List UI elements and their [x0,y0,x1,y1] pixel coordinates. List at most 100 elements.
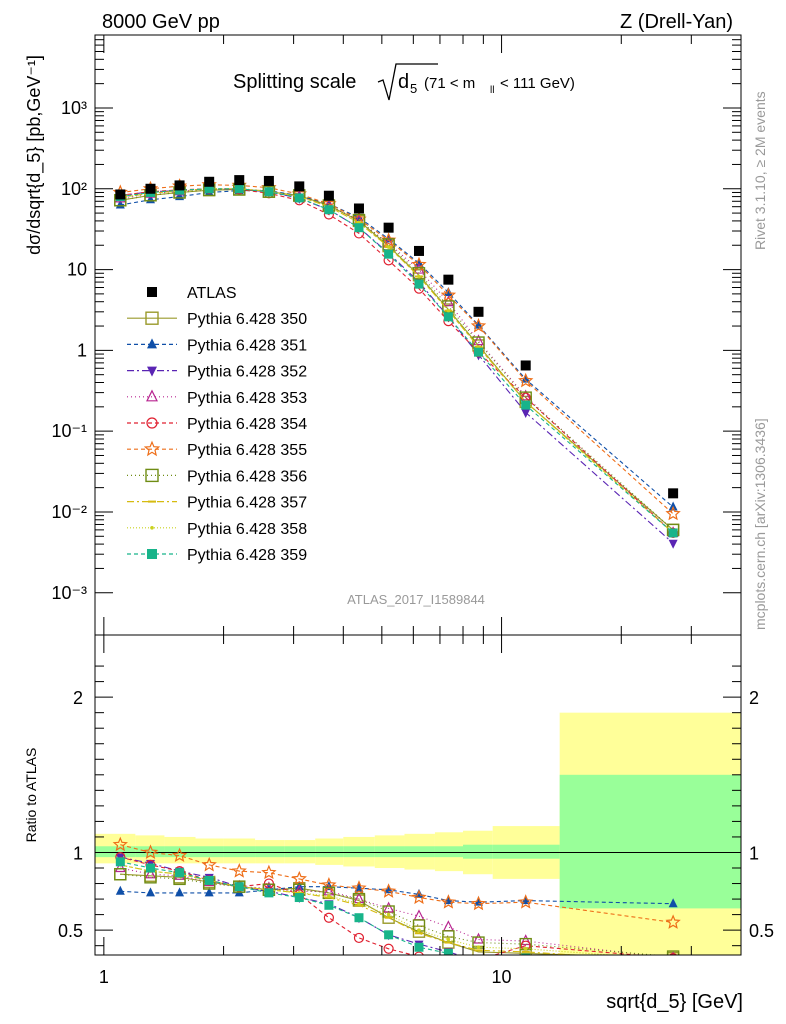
legend-item-pythia-6-428-354: Pythia 6.428 354 [127,416,307,433]
rivet-label-text: Rivet 3.1.10, ≥ 2M events [752,91,768,250]
axes-layer: 10⁻³ 10⁻² 10⁻¹ 1 10 10² 10³ 1 10 0.5 0.5 1 1 2 2 [51,35,774,987]
ratio-point [474,958,483,967]
data-point [520,360,531,371]
sqrt-variable-index: 5 [410,81,417,96]
x-tick-label: 10 [492,967,512,987]
legend-label: Pythia 6.428 353 [187,390,307,407]
ratio-point [204,875,214,885]
legend-marker [146,389,158,402]
ratio-point [354,913,364,923]
ratio-series-layer [112,836,681,971]
legend-label: Pythia 6.428 356 [187,468,307,485]
ratio-point [114,861,126,873]
ratio-y-axis-title: Ratio to ATLAS [23,748,39,843]
ratio-series-pythia-6-428-359 [115,857,531,955]
data-point [443,287,453,297]
ratio-point [523,946,528,951]
ratio-point [666,950,680,955]
legend-label: Pythia 6.428 352 [187,364,307,381]
ratio-point [412,925,426,938]
legend-item-pythia-6-428-358: Pythia 6.428 358 [127,521,307,538]
ratio-point [353,932,365,944]
ratio-point [112,836,128,852]
legend-item-pythia-6-428-352: Pythia 6.428 352 [127,364,307,381]
main-y-tick-label: 10³ [61,98,87,118]
green-band-bin [284,846,316,858]
legend-marker [145,311,159,325]
ratio-point [414,942,424,952]
ratio-point [521,950,530,953]
ratio-y-tick-label: 0.5 [58,921,83,941]
ratio-point [518,894,534,909]
ratio-point [668,898,678,908]
ratio-point [324,900,334,910]
ratio-y-tick-label-right: 2 [749,688,759,708]
ratio-point [384,930,394,940]
legend-item-pythia-6-428-359: Pythia 6.428 359 [127,547,307,564]
analysis-watermark: ATLAS_2017_I1589844 [347,592,485,607]
green-band-bin [374,846,405,858]
data-point [353,203,364,214]
ratio-y-tick-label-right: 0.5 [749,921,774,941]
data-point [417,274,421,279]
main-y-tick-label: 10⁻³ [51,583,87,603]
data-point [294,193,304,203]
ratio-point [115,857,125,867]
ratio-point [411,889,427,905]
plot-title-range: (71 < m [424,75,475,92]
ratio-point [231,863,247,878]
ratio-point [520,934,532,946]
ratio-point [114,868,127,881]
legend-item-pythia-6-428-351: Pythia 6.428 351 [127,337,307,354]
header-right: Z (Drell-Yan) [620,11,733,33]
green-band-bin [559,774,741,909]
ratio-point [145,887,155,897]
legend-label: Pythia 6.428 357 [187,495,307,512]
data-point [521,400,531,410]
header-left: 8000 GeV pp [102,11,220,33]
green-band-bin [404,846,435,858]
legend-marker [147,366,157,377]
ratio-point [142,844,159,859]
ratio-point [440,894,457,909]
sqrt-symbol [377,63,438,101]
green-band-bin [492,844,560,859]
data-point [413,245,424,256]
ratio-point [261,864,277,880]
main-y-axis-title: dσ/dsqrt{d_5} [pb,GeV⁻¹] [24,55,45,255]
ratio-point [669,960,677,962]
legend: ATLAS Pythia 6.428 350 Pythia 6.428 351 Pyt… [127,285,307,564]
ratio-frame [94,634,742,956]
data-point [521,373,531,383]
legend-marker [146,417,158,429]
ratio-point [521,953,531,955]
data-point [383,222,394,233]
data-point [665,505,681,521]
ratio-point [665,914,681,929]
data-point [521,409,531,419]
data-point [470,317,487,333]
ratio-point [327,894,331,898]
ratio-point [384,916,393,919]
legend-label: Pythia 6.428 355 [187,442,307,459]
ratio-point [671,958,675,962]
ratio-point [351,880,367,895]
data-point [324,205,334,215]
data-point [473,306,484,317]
ratio-point [442,936,455,949]
ratio-uncertainty-bands [95,712,741,955]
green-band-bin [463,844,493,859]
data-point [440,287,457,302]
series-line [120,188,674,534]
data-point [443,274,454,285]
ratio-point [521,962,530,971]
ratio-y-tick-label: 2 [73,688,83,708]
ratio-point [383,943,394,954]
legend-marker [143,440,161,457]
data-point [518,372,534,388]
ratio-point [175,887,185,897]
ratio-point [414,951,424,955]
data-point [174,180,185,191]
legend-label: Pythia 6.428 351 [187,337,307,354]
